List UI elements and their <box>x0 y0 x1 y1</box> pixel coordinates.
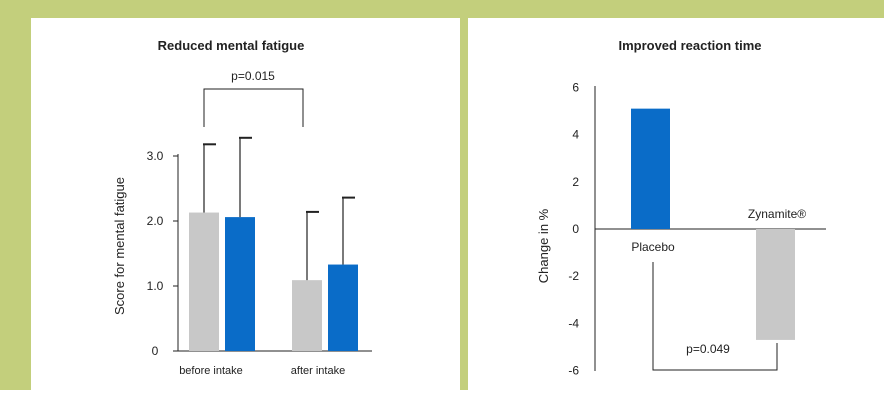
y-tick-label: 2 <box>572 175 579 189</box>
y-tick-label: 0 <box>152 344 159 358</box>
y-tick-label: 3.0 <box>147 149 164 163</box>
x-tick-label: before intake <box>179 365 243 377</box>
significance-bracket <box>652 262 778 371</box>
y-tick-label: 2.0 <box>147 214 164 228</box>
p-value-annotation: p=0.015 <box>231 69 275 83</box>
bar <box>189 212 219 351</box>
significance-bracket <box>203 88 304 127</box>
reaction-time-chart: Improved reaction time Change in % Place… <box>536 38 826 378</box>
p-value-annotation: p=0.049 <box>686 342 730 356</box>
y-tick-label: -6 <box>568 364 579 378</box>
bar <box>225 217 255 351</box>
y-tick-label: 0 <box>572 222 579 236</box>
chart-title: Improved reaction time <box>618 38 761 53</box>
x-tick-label: after intake <box>291 365 345 377</box>
bar <box>328 264 358 351</box>
mental-fatigue-chart: Reduced mental fatigue Score for mental … <box>112 38 372 377</box>
y-axis-label: Score for mental fatigue <box>112 177 127 315</box>
bar <box>631 108 670 229</box>
reaction-time-panel: Improved reaction time Change in % Place… <box>468 18 884 390</box>
chart-title: Reduced mental fatigue <box>158 38 305 53</box>
bar <box>756 229 795 340</box>
mental-fatigue-panel: Reduced mental fatigue Score for mental … <box>31 18 460 390</box>
y-tick-label: -2 <box>568 269 579 283</box>
y-tick-label: 6 <box>572 80 579 94</box>
y-axis-label: Change in % <box>536 208 551 283</box>
y-tick-label: -4 <box>568 316 579 330</box>
category-label-placebo: Placebo <box>631 240 675 254</box>
bar <box>292 280 322 351</box>
y-tick-label: 4 <box>572 128 579 142</box>
category-label-zynamite: Zynamite® <box>748 207 806 221</box>
y-tick-label: 1.0 <box>147 279 164 293</box>
